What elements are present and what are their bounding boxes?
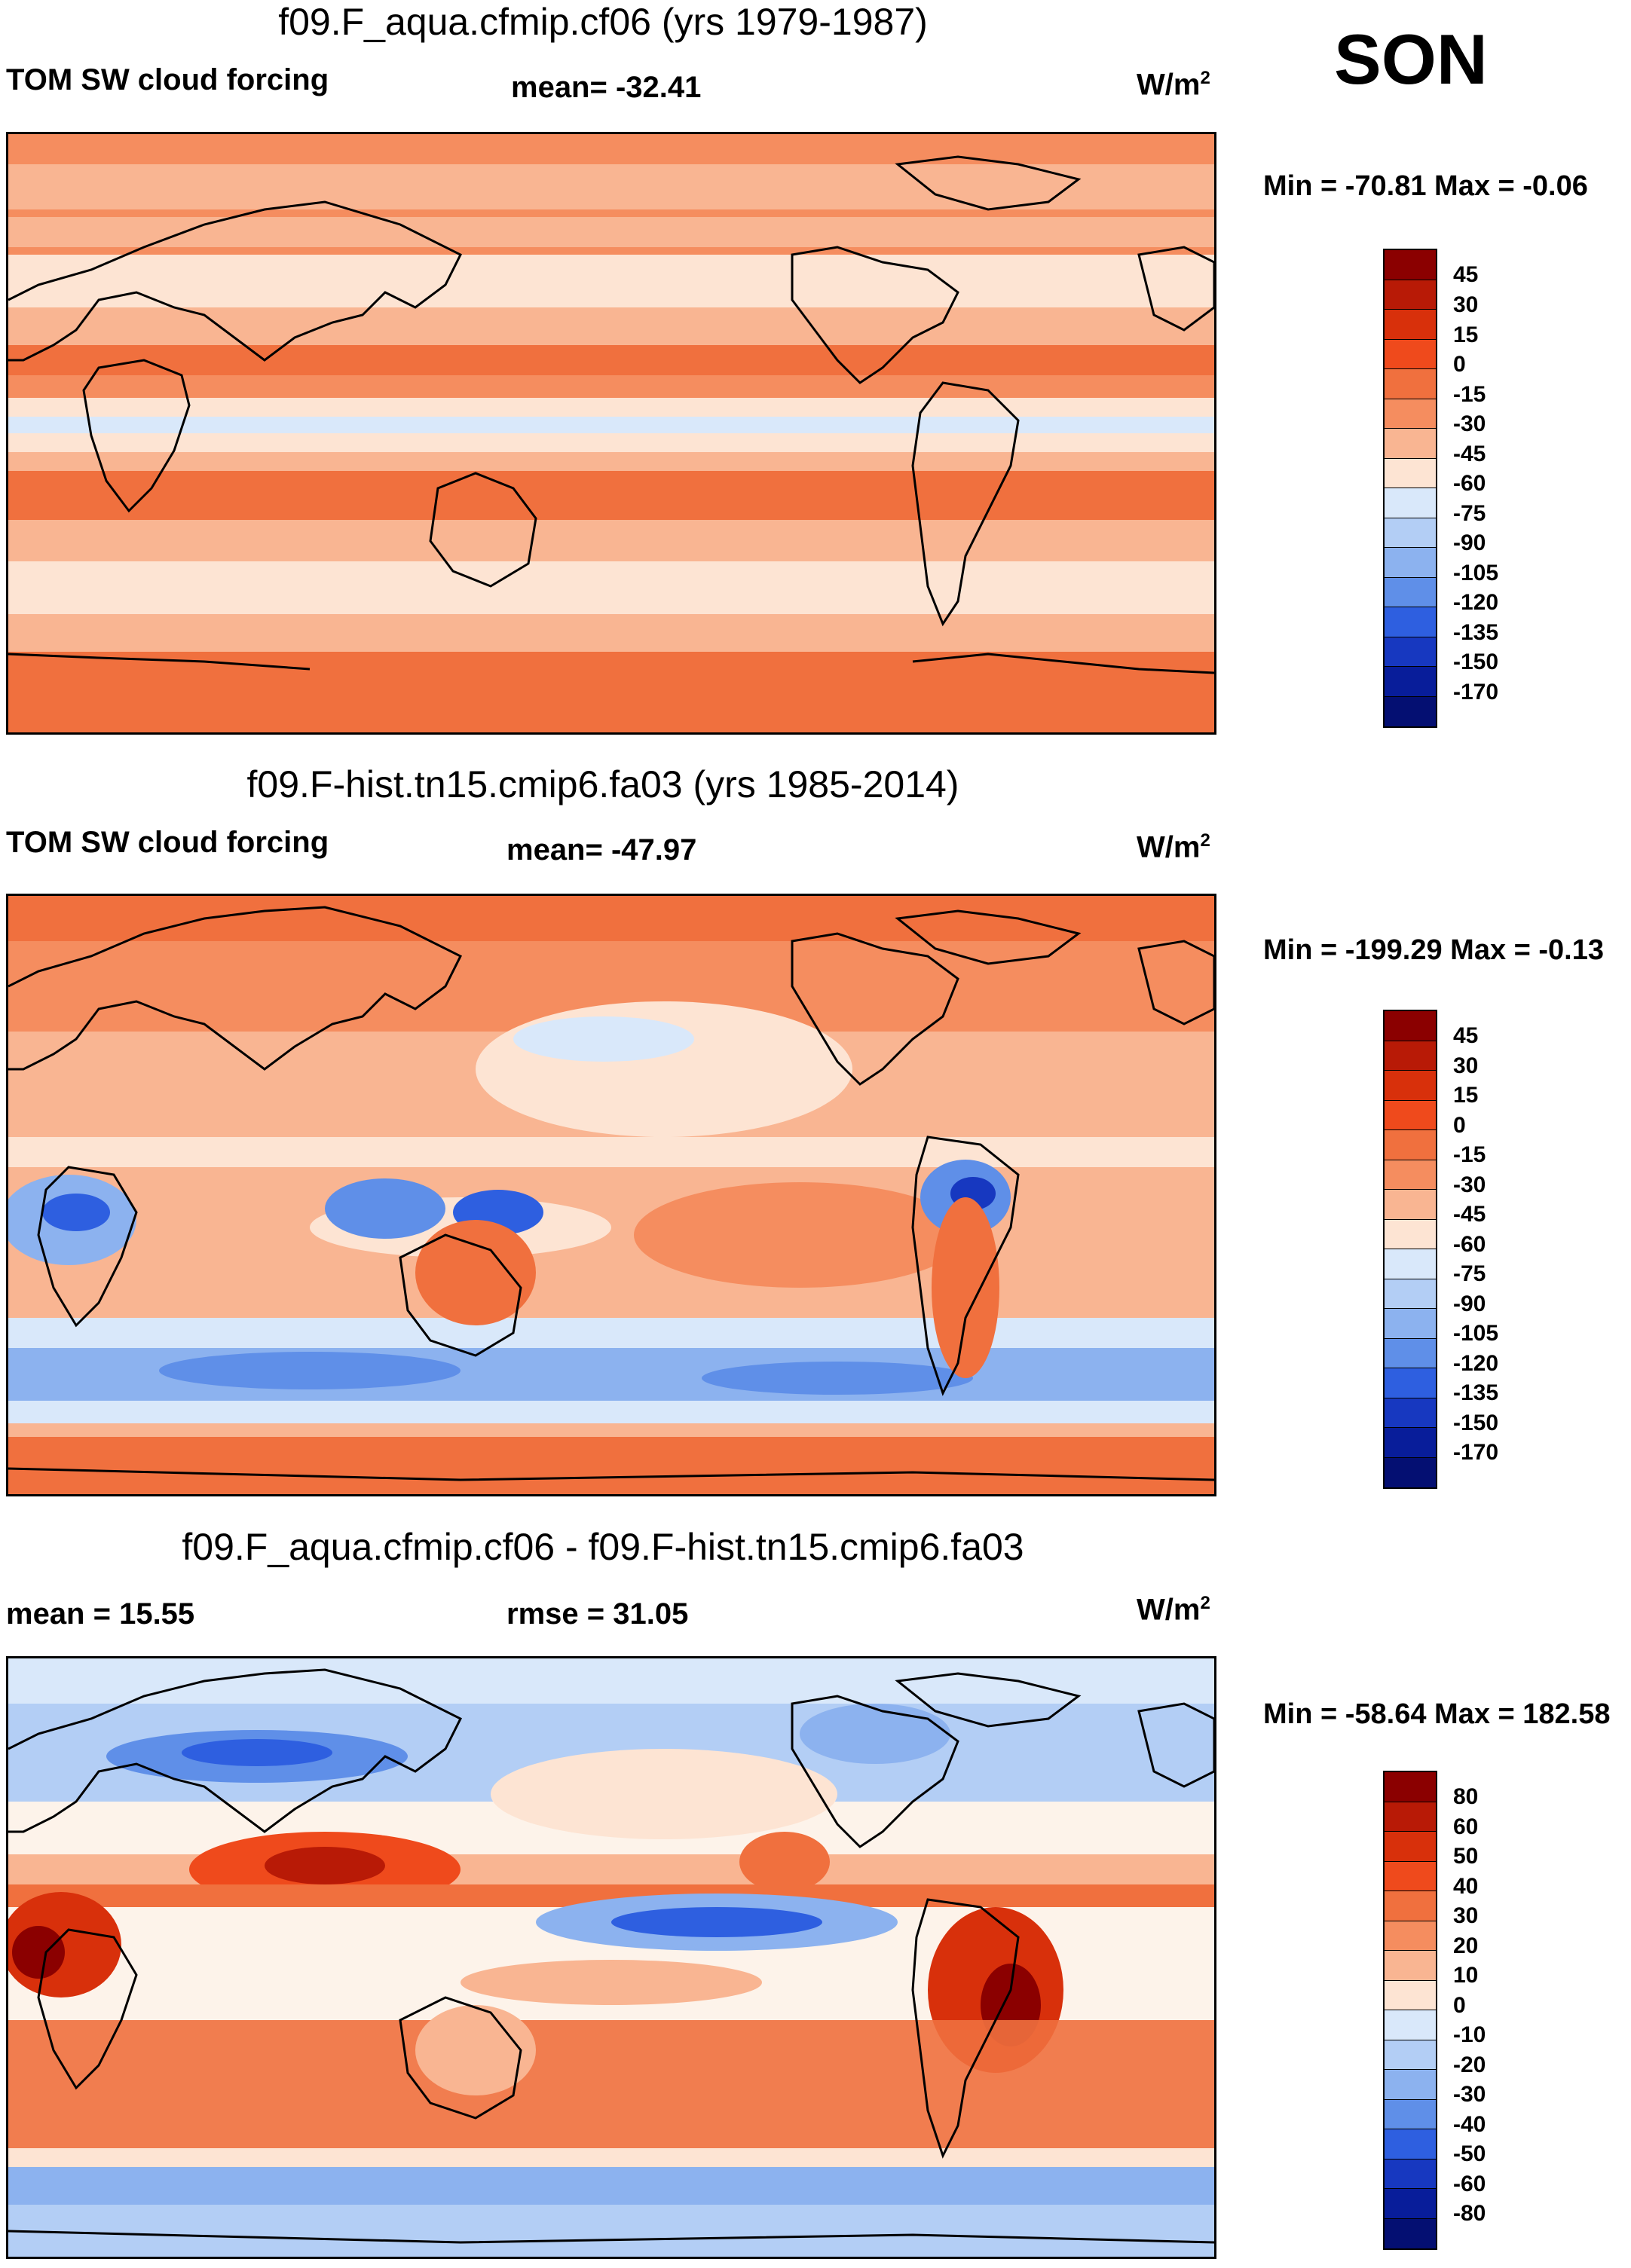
panel2-variable-label: TOM SW cloud forcing: [6, 826, 329, 859]
panel3-colorbar: [1383, 1771, 1437, 2250]
panel2-colorbar-tick: -105: [1453, 1321, 1499, 1346]
panel2-mean-label: mean= -47.97: [506, 833, 697, 867]
panel1-mean-label: mean= -32.41: [511, 71, 702, 104]
panel1-colorbar-tick: -60: [1453, 471, 1486, 496]
panel1-colorbar-tick: -75: [1453, 501, 1486, 526]
panel1-colorbar-tick: -105: [1453, 561, 1499, 585]
panel2-colorbar-tick: 30: [1453, 1053, 1479, 1078]
panel3-colorbar-tick: 40: [1453, 1874, 1479, 1899]
panel2-map: [6, 894, 1216, 1496]
panel3-colorbar-tick: 60: [1453, 1814, 1479, 1839]
panel3-colorbar-tick: -80: [1453, 2201, 1486, 2226]
panel1-map: [6, 132, 1216, 735]
panel2-colorbar-tick: -15: [1453, 1142, 1486, 1167]
panel1-colorbar-tick: -150: [1453, 650, 1499, 674]
panel3-colorbar-tick: -50: [1453, 2141, 1486, 2166]
panel2-colorbar-tick: -45: [1453, 1202, 1486, 1227]
panel1-units: W/m2: [1137, 68, 1210, 102]
panel3-colorbar-tick: 50: [1453, 1844, 1479, 1869]
panel2-colorbar-tick: -170: [1453, 1440, 1499, 1465]
panel3-colorbar-tick: -40: [1453, 2112, 1486, 2137]
panel2-colorbar-tick: -75: [1453, 1261, 1486, 1286]
panel3-colorbar-tick: -20: [1453, 2053, 1486, 2077]
panel1-colorbar-tick: 15: [1453, 322, 1479, 347]
panel1-colorbar-tick: -120: [1453, 590, 1499, 615]
panel1-colorbar-tick: -45: [1453, 442, 1486, 466]
panel2-title: f09.F-hist.tn15.cmip6.fa03 (yrs 1985-201…: [246, 763, 959, 805]
panel1-colorbar-tick: 45: [1453, 262, 1479, 287]
panel1-colorbar-tick: 30: [1453, 292, 1479, 317]
panel2-colorbar-tick: -120: [1453, 1351, 1499, 1376]
panel1-colorbar-tick: 0: [1453, 352, 1466, 377]
panel3-colorbar-tick: 80: [1453, 1784, 1479, 1809]
panel3-units: W/m2: [1137, 1593, 1210, 1627]
season-label: SON: [1334, 20, 1488, 99]
panel1-variable-label: TOM SW cloud forcing: [6, 63, 329, 96]
panel3-title: f09.F_aqua.cfmip.cf06 - f09.F-hist.tn15.…: [182, 1526, 1024, 1568]
panel3-colorbar-tick: 30: [1453, 1903, 1479, 1928]
panel3-colorbar-tick: 0: [1453, 1993, 1466, 2018]
panel2-colorbar-tick: -30: [1453, 1172, 1486, 1197]
panel1-colorbar-tick: -15: [1453, 382, 1486, 407]
panel1-colorbar-tick: -30: [1453, 411, 1486, 436]
panel3-colorbar-tick: -10: [1453, 2022, 1486, 2047]
panel1-minmax: Min = -70.81 Max = -0.06: [1263, 170, 1588, 202]
panel3-minmax: Min = -58.64 Max = 182.58: [1263, 1698, 1611, 1730]
panel2-colorbar: [1383, 1010, 1437, 1489]
panel2-colorbar-tick: 45: [1453, 1023, 1479, 1048]
panel3-colorbar-tick: 10: [1453, 1963, 1479, 1988]
panel3-colorbar-tick: 20: [1453, 1933, 1479, 1958]
panel2-colorbar-tick: -135: [1453, 1380, 1499, 1405]
panel2-colorbar-tick: -150: [1453, 1411, 1499, 1435]
panel3-rmse-label: rmse = 31.05: [506, 1597, 689, 1631]
panel1-colorbar: [1383, 249, 1437, 728]
panel1-colorbar-tick: -135: [1453, 620, 1499, 645]
panel2-colorbar-tick: -90: [1453, 1291, 1486, 1316]
panel3-colorbar-tick: -30: [1453, 2082, 1486, 2107]
panel1-colorbar-tick: -90: [1453, 530, 1486, 555]
panel1-title: f09.F_aqua.cfmip.cf06 (yrs 1979-1987): [278, 1, 928, 43]
panel2-colorbar-tick: 15: [1453, 1083, 1479, 1108]
panel2-colorbar-tick: 0: [1453, 1113, 1466, 1138]
panel2-units: W/m2: [1137, 830, 1210, 864]
panel3-map: [6, 1656, 1216, 2259]
panel3-mean-label: mean = 15.55: [6, 1597, 195, 1631]
panel2-minmax: Min = -199.29 Max = -0.13: [1263, 934, 1605, 966]
panel1-colorbar-tick: -170: [1453, 680, 1499, 705]
panel2-colorbar-tick: -60: [1453, 1232, 1486, 1257]
panel3-colorbar-tick: -60: [1453, 2172, 1486, 2196]
